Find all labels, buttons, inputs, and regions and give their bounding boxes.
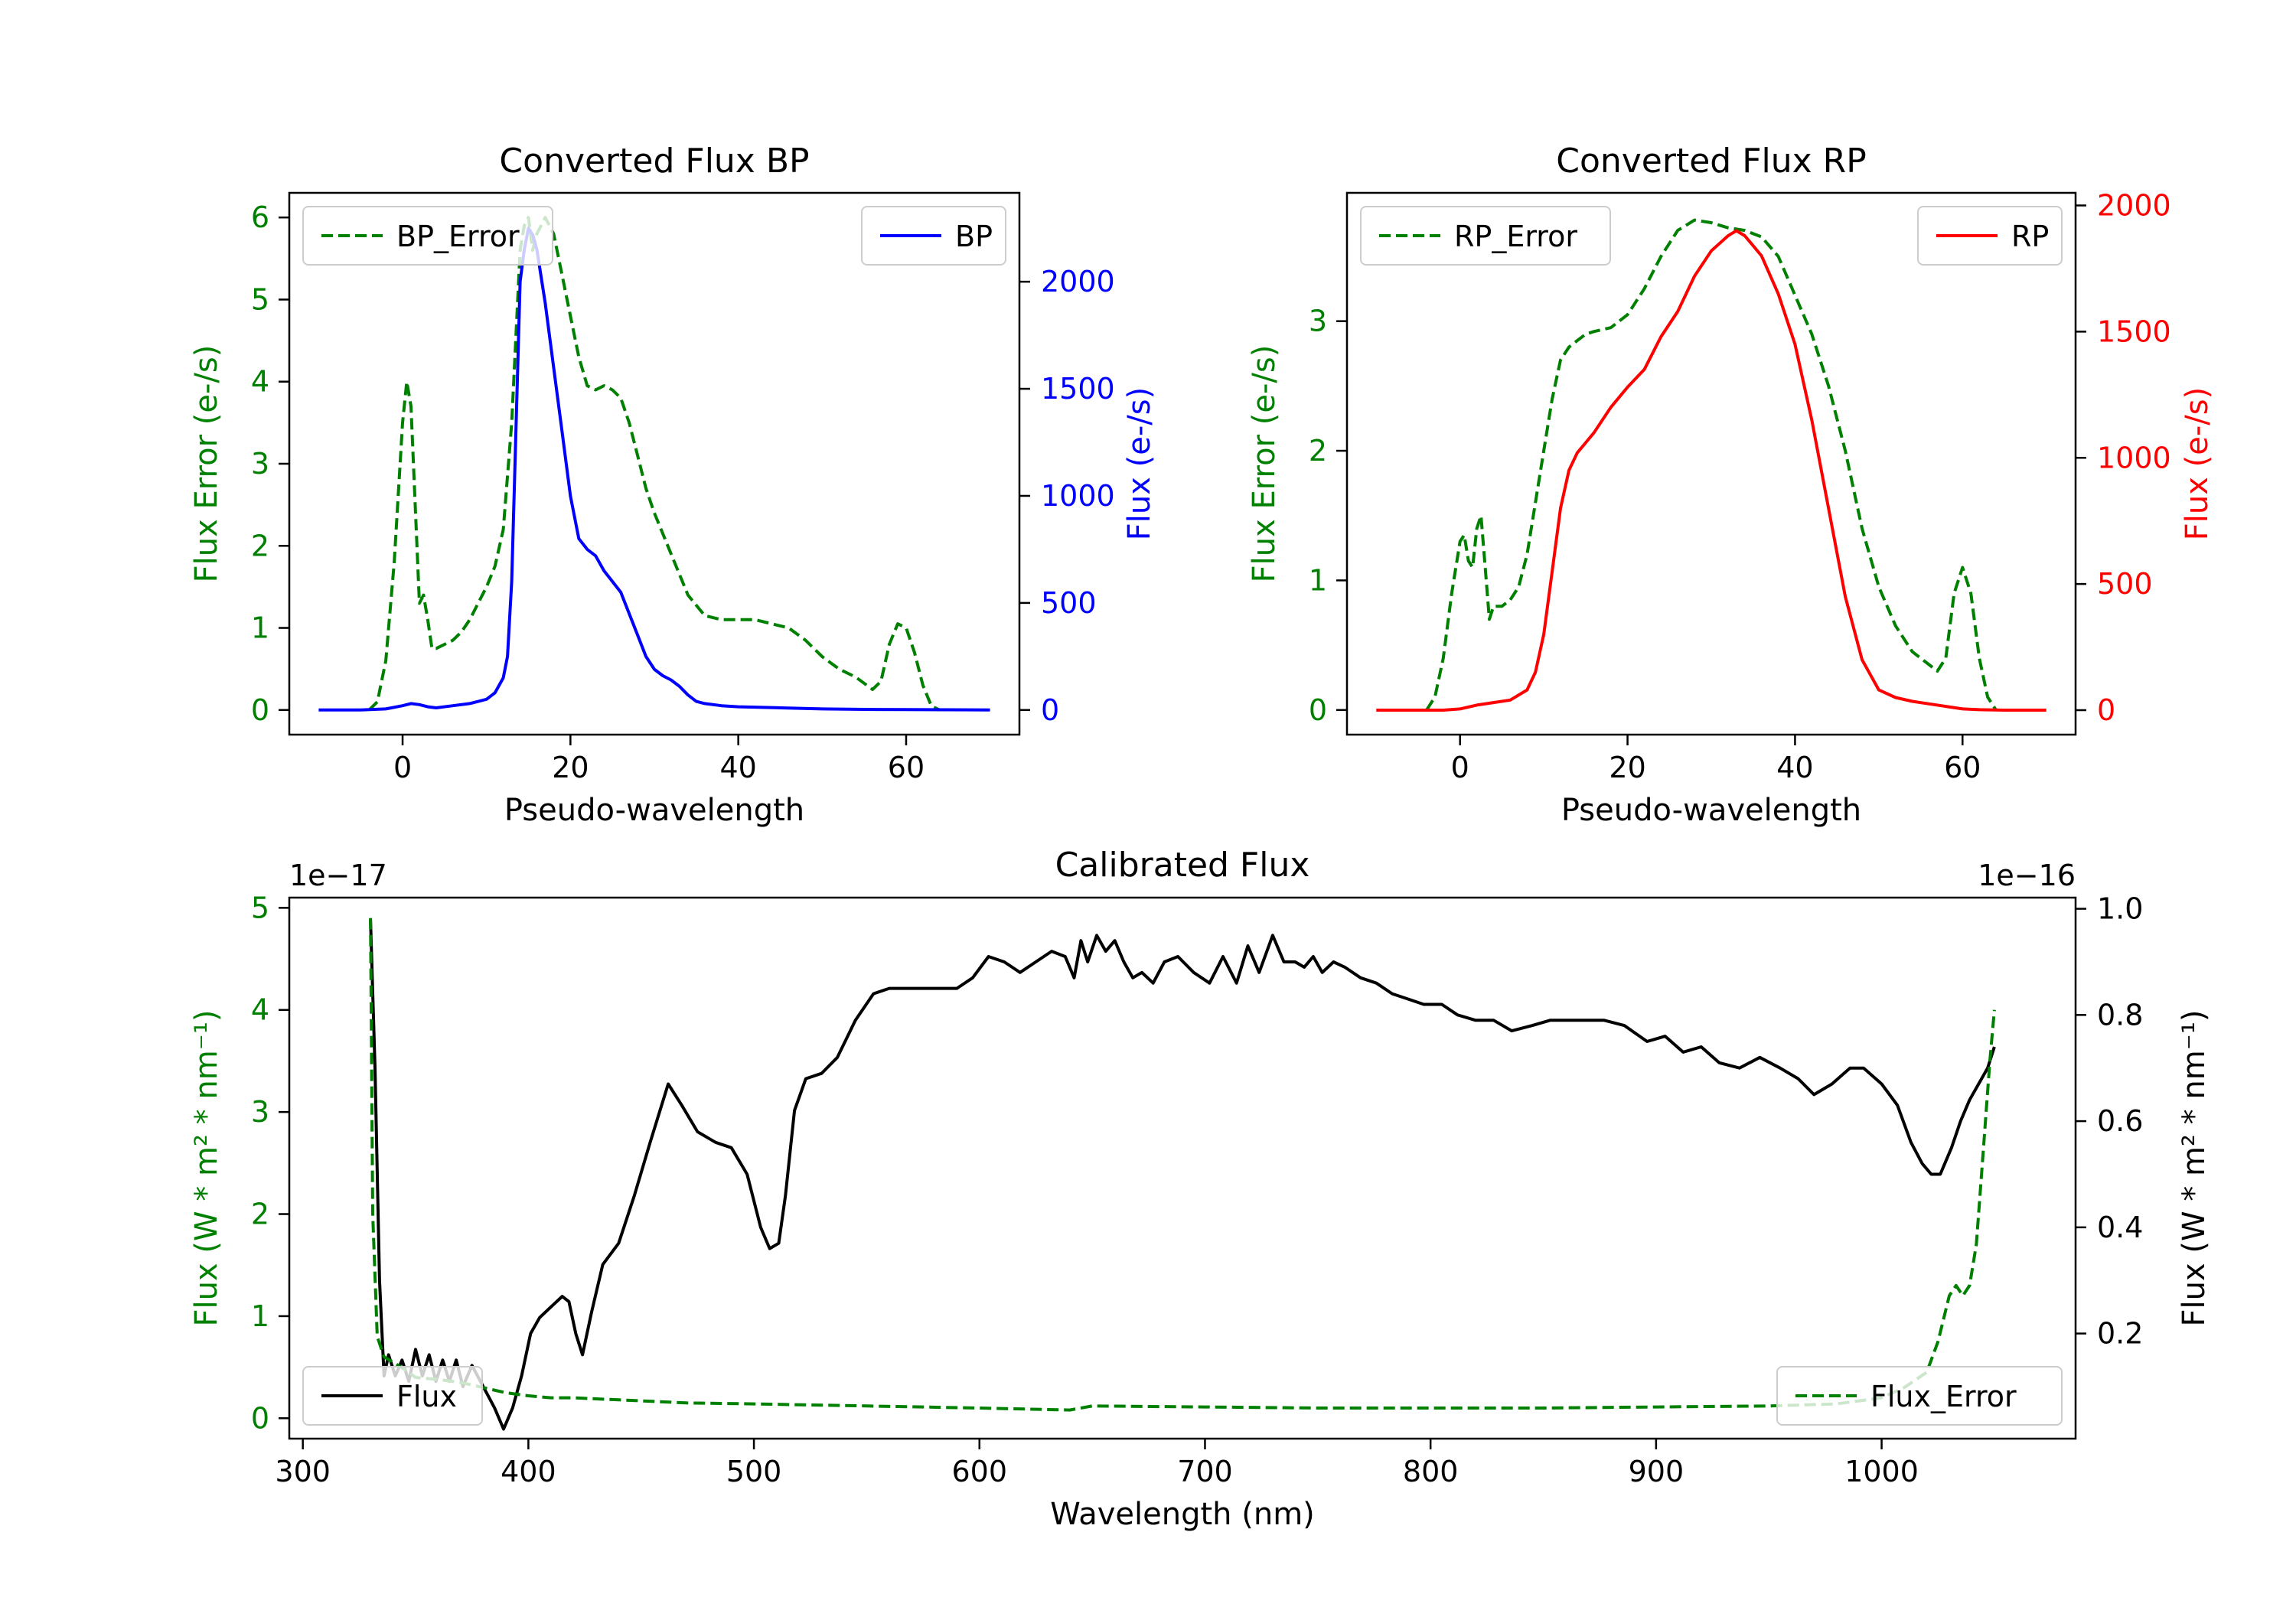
- x-axis-label: Wavelength (nm): [1050, 1497, 1315, 1532]
- series-line-bp: [318, 227, 990, 712]
- chart-title: Converted Flux BP: [499, 142, 809, 181]
- x-axis-label: Pseudo-wavelength: [1561, 793, 1861, 828]
- x-tick-label: 800: [1403, 1455, 1459, 1488]
- axes-frame: [1345, 191, 2077, 736]
- legend-label: RP_Error: [1454, 220, 1577, 253]
- y-tick-label-left: 0: [251, 693, 269, 727]
- y-tick-label-right: 0.8: [2097, 998, 2143, 1032]
- legend-flux-error: Flux_Error: [1776, 1366, 2063, 1426]
- y-tick-label-right: 0: [1041, 693, 1059, 727]
- y-axis-label-left: Flux (W * m² * nm⁻¹): [189, 1010, 224, 1327]
- x-tick-label: 40: [1776, 751, 1813, 784]
- legend-bp: BP: [861, 206, 1006, 266]
- x-tick-label: 40: [719, 751, 756, 784]
- x-tick-label: 60: [888, 751, 925, 784]
- y-tick-label-right: 0.6: [2097, 1104, 2143, 1138]
- legend-rp: RP: [1917, 206, 2063, 266]
- panel-bp: Converted Flux BP0 20 40 60Pseudo-wavelengt…: [189, 142, 1157, 828]
- y-tick-label-right: 1000: [2097, 441, 2171, 474]
- y-tick-label-right: 1500: [1041, 372, 1115, 406]
- legend-rp-error: RP_Error: [1360, 206, 1611, 266]
- x-tick-label: 0: [393, 751, 412, 784]
- y-tick-label-left: 5: [251, 891, 269, 924]
- y-tick-label-left: 2: [251, 529, 269, 562]
- y-tick-label-right: 0: [2097, 693, 2115, 727]
- offset-text-right: 1e−16: [1978, 859, 2076, 892]
- y-tick-label-left: 0: [251, 1401, 269, 1435]
- y-tick-label-left: 2: [251, 1198, 269, 1231]
- x-tick-label: 20: [1609, 751, 1645, 784]
- y-axis-label-right: Flux (e-/s): [1122, 387, 1157, 540]
- y-tick-label-right: 500: [1041, 586, 1097, 620]
- y-tick-label-left: 2: [1309, 434, 1327, 468]
- y-tick-label-left: 3: [251, 1095, 269, 1129]
- y-tick-label-left: 4: [251, 365, 269, 399]
- x-axis-label: Pseudo-wavelength: [504, 793, 804, 828]
- series-line-flux-error: [369, 918, 1996, 1412]
- legend-flux: Flux: [302, 1366, 483, 1426]
- legend-bp-error: BP_Error: [302, 206, 553, 266]
- series-line-bp-error: [367, 216, 941, 712]
- y-tick-label-left: 1: [251, 1299, 269, 1333]
- x-tick-label: 900: [1629, 1455, 1684, 1488]
- legend-label: RP: [2011, 220, 2049, 253]
- y-tick-label-left: 3: [1309, 305, 1327, 338]
- x-tick-label: 0: [1451, 751, 1469, 784]
- legend-label: Flux: [396, 1380, 457, 1413]
- legend-label: Flux_Error: [1870, 1380, 2017, 1413]
- legend-label: BP: [955, 220, 993, 253]
- series-line-rp: [1376, 229, 2047, 712]
- x-tick-label: 20: [552, 751, 589, 784]
- y-tick-label-left: 4: [251, 993, 269, 1027]
- y-tick-label-right: 500: [2097, 567, 2153, 601]
- legend-box: [302, 1366, 483, 1426]
- y-tick-label-right: 2000: [1041, 265, 1115, 298]
- y-tick-label-left: 0: [1309, 693, 1327, 727]
- y-tick-label-right: 2000: [2097, 188, 2171, 222]
- chart-title: Calibrated Flux: [1055, 846, 1310, 885]
- x-tick-label: 600: [952, 1455, 1008, 1488]
- y-tick-label-right: 0.2: [2097, 1317, 2143, 1351]
- series-group: [318, 216, 990, 712]
- y-tick-label-left: 6: [251, 200, 269, 234]
- y-tick-label-left: 3: [251, 447, 269, 481]
- legend-box: [1360, 206, 1611, 266]
- y-axis-label-right: Flux (e-/s): [2180, 387, 2215, 540]
- legend-box: [302, 206, 553, 266]
- chart-title: Converted Flux RP: [1556, 142, 1867, 181]
- y-tick-label-right: 1.0: [2097, 892, 2143, 926]
- legend-label: BP_Error: [396, 220, 520, 253]
- series-group: [1376, 218, 2047, 712]
- y-tick-label-right: 1500: [2097, 315, 2171, 348]
- series-line-flux: [369, 919, 1996, 1431]
- axes-frame: [288, 191, 1021, 736]
- x-tick-label: 700: [1177, 1455, 1233, 1488]
- offset-text-left: 1e−17: [289, 859, 387, 892]
- y-tick-label-left: 1: [251, 611, 269, 645]
- series-group: [369, 918, 1996, 1431]
- x-tick-label: 500: [726, 1455, 782, 1488]
- y-axis-label-right: Flux (W * m² * nm⁻¹): [2177, 1010, 2212, 1327]
- panel-rp: Converted Flux RP0 20 40 60Pseudo-wavelengt…: [1247, 142, 2215, 828]
- y-tick-label-left: 1: [1309, 563, 1327, 597]
- axes-frame: [288, 896, 2077, 1440]
- y-tick-label-right: 1000: [1041, 479, 1115, 513]
- series-line-rp-error: [1425, 218, 1998, 711]
- legend-box: [1776, 1366, 2063, 1426]
- y-tick-label-left: 5: [251, 282, 269, 316]
- x-tick-label: 300: [275, 1455, 331, 1488]
- x-tick-label: 400: [501, 1455, 556, 1488]
- y-axis-label-left: Flux Error (e-/s): [1247, 345, 1282, 583]
- panel-calibrated: Calibrated Flux 300 400 500 600 700 800 900 1000…: [189, 846, 2212, 1532]
- y-tick-label-right: 0.4: [2097, 1211, 2143, 1244]
- x-tick-label: 60: [1944, 751, 1981, 784]
- y-axis-label-left: Flux Error (e-/s): [189, 345, 224, 583]
- x-tick-label: 1000: [1844, 1455, 1919, 1488]
